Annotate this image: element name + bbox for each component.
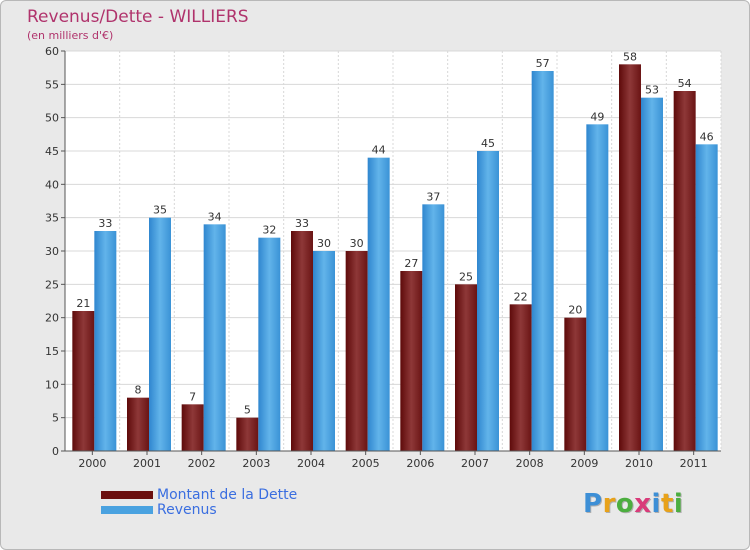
legend-swatch-debt	[101, 490, 153, 499]
bar-revenue	[313, 251, 335, 451]
legend-item-revenue: Revenus	[101, 501, 297, 518]
value-label-revenue: 53	[645, 84, 659, 97]
value-label-debt: 27	[404, 257, 418, 270]
x-tick-label: 2009	[570, 457, 598, 470]
grid-lines	[64, 50, 722, 452]
bar-debt	[72, 311, 95, 451]
bar-revenue	[586, 124, 609, 451]
proxiti-logo: Proxiti	[583, 489, 683, 519]
bar-debt	[619, 64, 641, 452]
value-label-revenue: 49	[590, 110, 604, 123]
logo-letter: t	[660, 489, 674, 519]
value-label-revenue: 45	[481, 137, 495, 150]
x-tick-label: 2008	[516, 457, 544, 470]
y-tick-label: 50	[45, 112, 59, 125]
value-label-debt: 20	[568, 304, 582, 317]
value-label-revenue: 44	[372, 144, 386, 157]
value-label-debt: 33	[295, 217, 309, 230]
bar-revenue	[149, 217, 171, 451]
value-label-revenue: 46	[700, 130, 714, 143]
y-tick-label: 15	[45, 345, 59, 358]
legend-label-revenue: Revenus	[157, 501, 217, 518]
x-tick-label: 2011	[680, 457, 708, 470]
x-tick-label: 2004	[297, 457, 325, 470]
y-tick-label: 45	[45, 145, 59, 158]
bar-revenue	[94, 231, 117, 451]
value-label-debt: 5	[244, 404, 251, 417]
bar-revenue	[203, 224, 226, 451]
logo-letter: r	[602, 489, 616, 519]
x-tick-label: 2007	[461, 457, 489, 470]
y-tick-label: 55	[45, 78, 59, 91]
x-tick-label: 2000	[78, 457, 106, 470]
x-tick-label: 2006	[406, 457, 434, 470]
axes	[61, 50, 721, 455]
value-label-debt: 54	[678, 77, 692, 90]
y-tick-label: 35	[45, 212, 59, 225]
legend-item-debt: Montant de la Dette	[101, 486, 298, 503]
x-tick-label: 2001	[133, 457, 161, 470]
value-label-revenue: 37	[426, 190, 440, 203]
bar-debt	[673, 91, 696, 451]
bar-revenue	[641, 97, 663, 452]
value-label-revenue: 35	[153, 204, 167, 217]
y-tick-label: 40	[45, 178, 59, 191]
bar-revenue	[695, 144, 718, 452]
y-tick-label: 0	[52, 445, 59, 458]
logo-letter: o	[615, 489, 635, 519]
value-label-debt: 21	[76, 297, 90, 310]
bar-revenue	[531, 71, 554, 451]
logo-letter: P	[583, 489, 603, 519]
legend-label-debt: Montant de la Dette	[157, 486, 298, 503]
chart-title: Revenus/Dette - WILLIERS	[27, 7, 249, 27]
value-label-debt: 22	[514, 290, 528, 303]
value-label-debt: 7	[189, 390, 196, 403]
value-label-debt: 58	[623, 50, 637, 63]
y-tick-label: 60	[45, 45, 59, 58]
bar-debt	[509, 304, 532, 451]
value-label-revenue: 32	[262, 224, 276, 237]
bar-debt	[291, 231, 313, 451]
bar-debt	[455, 284, 477, 451]
legend: Montant de la Dette Revenus	[101, 486, 298, 518]
labels: 0 5 10 15 20 25 30 35 40 45 50 55 60 21 33 2000 8 35 2001 7…	[45, 45, 714, 470]
value-label-debt: 30	[350, 237, 364, 250]
bar-revenue	[367, 157, 390, 451]
bar-revenue	[477, 151, 499, 451]
x-tick-label: 2005	[352, 457, 380, 470]
bar-debt	[236, 417, 259, 451]
value-label-revenue: 34	[208, 210, 222, 223]
logo-letter: i	[651, 489, 661, 519]
chart-subtitle: (en milliers d'€)	[27, 29, 114, 42]
logo-letter: x	[634, 489, 652, 519]
y-tick-label: 5	[52, 412, 59, 425]
x-tick-label: 2010	[625, 457, 653, 470]
bar-debt	[127, 397, 149, 451]
bar-revenue	[258, 237, 281, 451]
value-label-debt: 8	[135, 384, 142, 397]
bars	[72, 64, 718, 452]
value-label-revenue: 30	[317, 237, 331, 250]
x-tick-label: 2002	[188, 457, 216, 470]
value-label-revenue: 33	[98, 217, 112, 230]
y-tick-label: 30	[45, 245, 59, 258]
logo-letter: i	[673, 489, 684, 519]
bar-debt	[181, 404, 204, 451]
bar-debt	[564, 317, 587, 451]
bar-debt	[345, 251, 368, 451]
bar-revenue	[422, 204, 445, 451]
y-tick-label: 10	[45, 378, 59, 391]
legend-swatch-revenue	[101, 505, 153, 514]
y-tick-label: 25	[45, 278, 59, 291]
value-label-revenue: 57	[536, 57, 550, 70]
y-tick-label: 20	[45, 312, 59, 325]
bar-debt	[400, 271, 423, 451]
x-tick-label: 2003	[242, 457, 270, 470]
value-label-debt: 25	[459, 270, 473, 283]
